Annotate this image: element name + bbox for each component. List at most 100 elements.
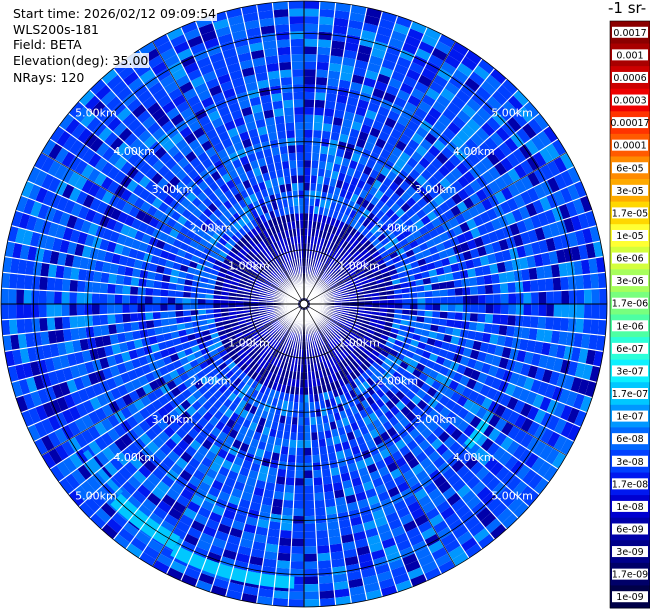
beta-cell [495,466,511,482]
beta-cell [218,349,228,358]
beta-cell [310,175,318,184]
beta-cell [386,353,396,362]
beta-cell [224,327,234,334]
beta-cell [361,148,372,159]
beta-cell [152,288,161,297]
beta-cell [304,160,312,168]
beta-cell [489,68,507,85]
beta-cell [341,223,350,232]
beta-cell [150,410,163,424]
beta-cell [316,537,330,547]
beta-cell [150,254,160,265]
beta-cell [198,309,207,316]
beta-cell [154,146,168,160]
beta-cell [304,144,313,153]
beta-cell [198,572,216,585]
beta-cell [342,275,350,282]
beta-cell [101,523,119,540]
beta-cell [338,369,346,379]
beta-cell [266,363,274,372]
beta-cell [541,252,551,267]
beta-cell [143,252,153,263]
beta-cell [480,512,497,528]
beta-cell [299,387,304,395]
beta-cell [324,334,331,343]
beta-cell [427,107,443,121]
beta-cell [207,255,217,264]
beta-cell [377,246,387,255]
beta-cell [198,212,209,223]
beta-cell [254,225,263,235]
beta-cell [285,261,291,270]
beta-cell [273,332,281,340]
beta-cell [70,327,80,341]
beta-cell [445,228,457,240]
beta-cell [106,240,117,254]
beta-cell [137,504,153,519]
beta-cell [552,235,564,251]
beta-cell [289,167,298,176]
beta-cell [136,484,152,499]
beta-cell [137,304,146,313]
beta-cell [8,288,17,304]
beta-cell [526,405,540,421]
beta-cell [330,40,346,50]
beta-cell [231,29,248,41]
beta-cell [304,61,317,70]
beta-cell [61,316,71,330]
beta-cell [275,277,283,284]
beta-cell [277,334,284,343]
beta-cell [233,141,245,152]
beta-cell [132,470,147,485]
beta-cell [227,392,238,403]
beta-cell [464,49,483,65]
beta-cell [127,226,138,239]
beta-cell [262,40,278,50]
beta-cell [281,336,287,345]
beta-cell [127,369,138,382]
beta-cell [168,317,177,326]
beta-cell [212,353,222,362]
beta-cell [386,246,396,255]
beta-cell [326,520,340,531]
beta-cell [261,101,274,112]
beta-cell [457,337,468,348]
beta-cell [125,543,144,559]
beta-cell [385,198,396,209]
beta-cell [143,75,160,90]
beta-cell [184,278,193,287]
beta-cell [164,339,175,349]
beta-cell [275,333,282,341]
beta-cell [269,286,278,292]
beta-cell [144,304,153,313]
beta-cell [446,319,455,328]
beta-cell [99,282,109,294]
beta-cell [180,107,195,120]
beta-cell [272,100,284,110]
beta-cell [434,40,452,55]
beta-cell [340,328,349,336]
beta-cell [384,218,395,228]
beta-cell [545,143,560,161]
beta-cell [508,304,517,316]
beta-cell [219,267,228,275]
beta-cell [448,254,458,265]
beta-cell [321,263,327,272]
beta-cell [322,176,331,186]
beta-cell [464,515,481,531]
beta-cell [175,138,189,151]
beta-cell [217,523,232,535]
beta-cell [417,74,433,88]
beta-cell [147,539,164,554]
beta-cell [209,348,219,358]
beta-cell [217,203,228,214]
beta-cell [154,448,168,462]
beta-cell [15,195,29,213]
beta-cell [95,507,112,524]
beta-cell [342,349,350,357]
beta-cell [411,463,425,476]
beta-cell [267,70,281,80]
beta-cell [341,541,356,551]
beta-cell [67,420,81,437]
beta-cell [324,429,333,439]
